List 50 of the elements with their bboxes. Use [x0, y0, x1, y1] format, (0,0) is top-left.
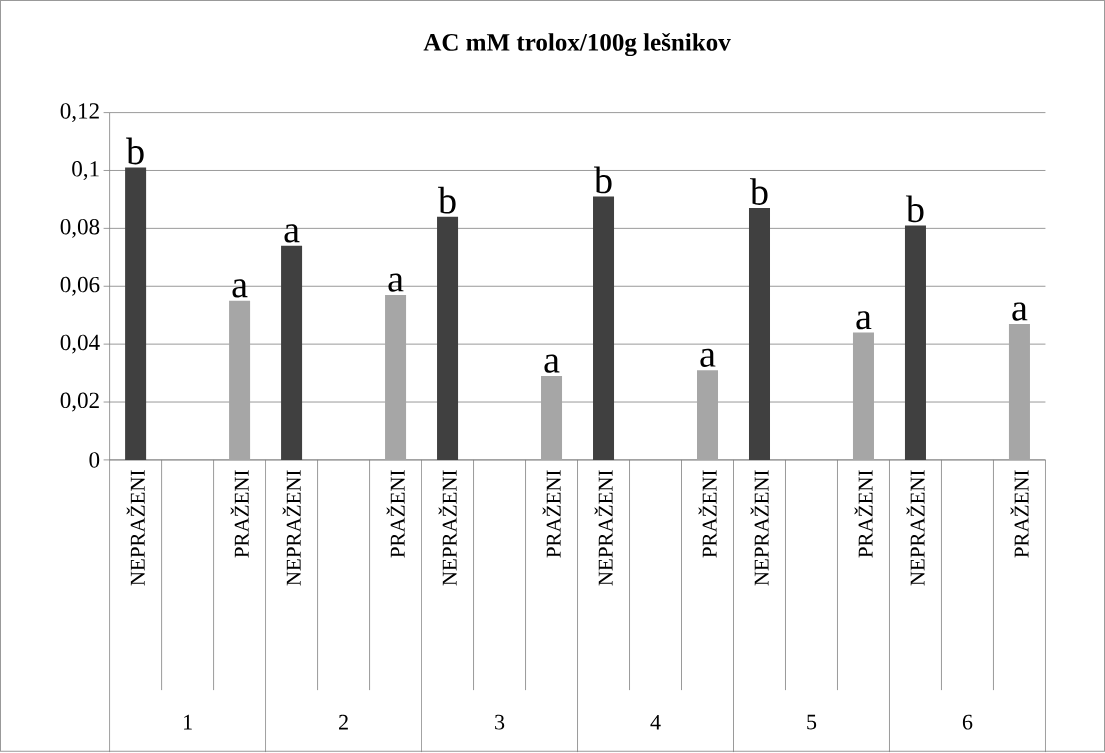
y-tick-label: 0,04 [60, 334, 100, 354]
text: 6 [962, 714, 973, 730]
text: 2 [339, 715, 348, 730]
x-tick-label: NEPRAŽENI [594, 470, 613, 586]
x-tick-label: PRAŽENI [542, 470, 561, 558]
data-label: a [1012, 302, 1028, 321]
bar [697, 370, 719, 461]
bar [229, 300, 251, 461]
bar [281, 245, 303, 461]
data-label: a [232, 279, 248, 298]
x-tick-label: PRAŽENI [386, 470, 405, 558]
text: 5 [807, 715, 817, 730]
data-label: b [749, 178, 768, 206]
data-label: b [905, 195, 924, 223]
bar [593, 196, 615, 461]
data-label: b [594, 166, 612, 194]
x-tick-label: NEPRAŽENI [126, 470, 145, 586]
y-tick-label: 0,06 [60, 277, 100, 296]
bar [125, 167, 147, 461]
bar [385, 295, 407, 461]
bar [748, 208, 771, 461]
chart-title: AC mM trolox/100g lešnikov [423, 33, 731, 57]
bar [852, 332, 874, 461]
bar [1008, 324, 1030, 461]
x-tick-label: PRAŽENI [1010, 470, 1029, 558]
y-tick-label: 0,1 [72, 161, 99, 181]
y-tick-label: 0,02 [60, 392, 99, 412]
data-label: b [438, 187, 456, 214]
text: 4 [650, 715, 661, 730]
text: 1 [184, 715, 192, 730]
data-label: a [544, 354, 560, 373]
x-tick-label: NEPRAŽENI [750, 470, 769, 586]
x-tick-label: PRAŽENI [698, 470, 717, 558]
x-tick-label: NEPRAŽENI [906, 470, 925, 586]
x-tick-label: PRAŽENI [230, 470, 249, 558]
y-tick-label: 0,08 [60, 219, 100, 239]
bar [904, 225, 926, 461]
x-tick-label: PRAŽENI [854, 470, 873, 558]
x-tick-label: NEPRAŽENI [438, 470, 457, 586]
y-tick-label: 0,12 [60, 103, 99, 123]
text: 3 [495, 714, 505, 730]
bar [437, 217, 459, 461]
bar [541, 376, 563, 461]
y-tick-label: 0 [89, 452, 100, 468]
data-label: a [388, 273, 404, 292]
data-label: b [126, 137, 144, 165]
data-label: a [284, 224, 300, 243]
data-label: a [856, 311, 872, 330]
x-tick-label: NEPRAŽENI [282, 470, 301, 586]
data-label: a [700, 348, 716, 368]
